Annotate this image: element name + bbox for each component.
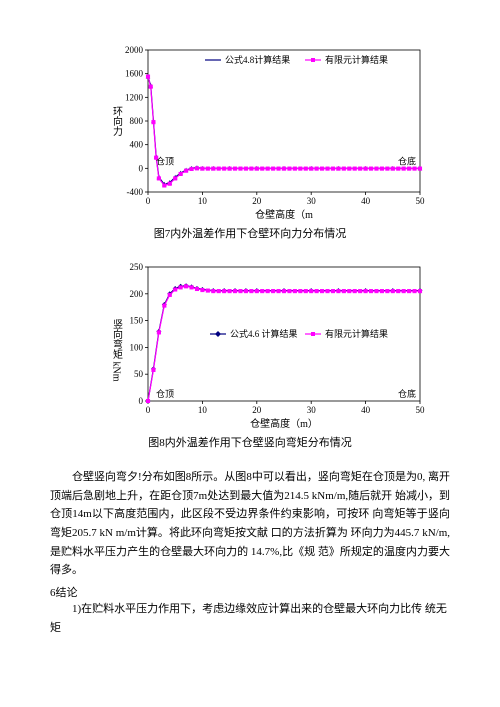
svg-text:800: 800 <box>130 116 144 126</box>
svg-text:50: 50 <box>134 369 144 379</box>
svg-text:公式4.8计算结果: 公式4.8计算结果 <box>225 54 290 65</box>
svg-text:20: 20 <box>252 196 261 206</box>
caption-7: 图7内外温差作用下仓壁环向力分布情况 <box>40 225 460 241</box>
svg-text:公式4.6 计算结果: 公式4.6 计算结果 <box>230 328 298 339</box>
svg-text:40: 40 <box>361 196 371 206</box>
svg-text:2000: 2000 <box>125 45 144 55</box>
svg-text:100: 100 <box>130 342 144 352</box>
svg-text:环向力: 环向力 <box>111 106 123 137</box>
svg-text:50: 50 <box>416 405 426 415</box>
paragraph-1: 仓壁竖向弯夕!分布如图8所示。从图8中可以看出，竖向弯矩在仓顶是为0, 离开顶端… <box>50 468 450 580</box>
svg-text:150: 150 <box>130 316 144 326</box>
svg-text:30: 30 <box>307 196 317 206</box>
svg-text:30: 30 <box>307 405 317 415</box>
svg-text:仓底: 仓底 <box>398 155 416 166</box>
svg-text:仓壁高度（m）: 仓壁高度（m） <box>250 417 318 429</box>
svg-text:有限元计算结果: 有限元计算结果 <box>325 54 388 65</box>
chart-7: -400040080012001600200001020304050仓壁高度（m… <box>100 40 460 220</box>
svg-text:仓壁高度（m: 仓壁高度（m <box>255 208 313 220</box>
svg-text:40: 40 <box>361 405 371 415</box>
svg-text:1600: 1600 <box>125 69 144 79</box>
svg-text:0: 0 <box>139 396 144 406</box>
chart-8-svg: 0 50 100 150 200 250 0 10 20 30 40 50 仓壁高度（m） 竖向弯矩 kN… <box>100 259 430 429</box>
svg-text:250: 250 <box>130 262 144 272</box>
svg-text:-400: -400 <box>127 187 144 197</box>
svg-text:200: 200 <box>130 289 144 299</box>
svg-text:10: 10 <box>198 405 208 415</box>
svg-text:有限元计算结果: 有限元计算结果 <box>325 328 388 339</box>
svg-text:50: 50 <box>416 196 426 206</box>
svg-text:0: 0 <box>146 196 151 206</box>
svg-text:仓顶: 仓顶 <box>156 388 174 399</box>
svg-text:400: 400 <box>130 140 144 150</box>
svg-text:20: 20 <box>252 405 261 415</box>
chart-8: 0 50 100 150 200 250 0 10 20 30 40 50 仓壁高度（m） 竖向弯矩 kN… <box>100 259 460 429</box>
svg-text:仓底: 仓底 <box>398 388 416 399</box>
caption-8: 图8内外温差作用下仓壁竖向弯矩分布情况 <box>40 434 460 450</box>
conclusion-item-1: 1)在贮料水平压力作用下，考虑边缘效应计算出来的仓壁最大环向力比传 统无矩 <box>50 600 450 637</box>
svg-text:1200: 1200 <box>125 92 144 102</box>
svg-text:10: 10 <box>198 196 208 206</box>
svg-text:仓顶: 仓顶 <box>156 155 174 166</box>
chart-7-svg: -400040080012001600200001020304050仓壁高度（m… <box>100 40 430 220</box>
svg-text:0: 0 <box>146 405 151 415</box>
svg-text:0: 0 <box>139 163 144 173</box>
svg-text:竖向弯矩 kNm: 竖向弯矩 kNm <box>111 319 123 382</box>
section-6-heading: 6结论 <box>50 584 450 600</box>
